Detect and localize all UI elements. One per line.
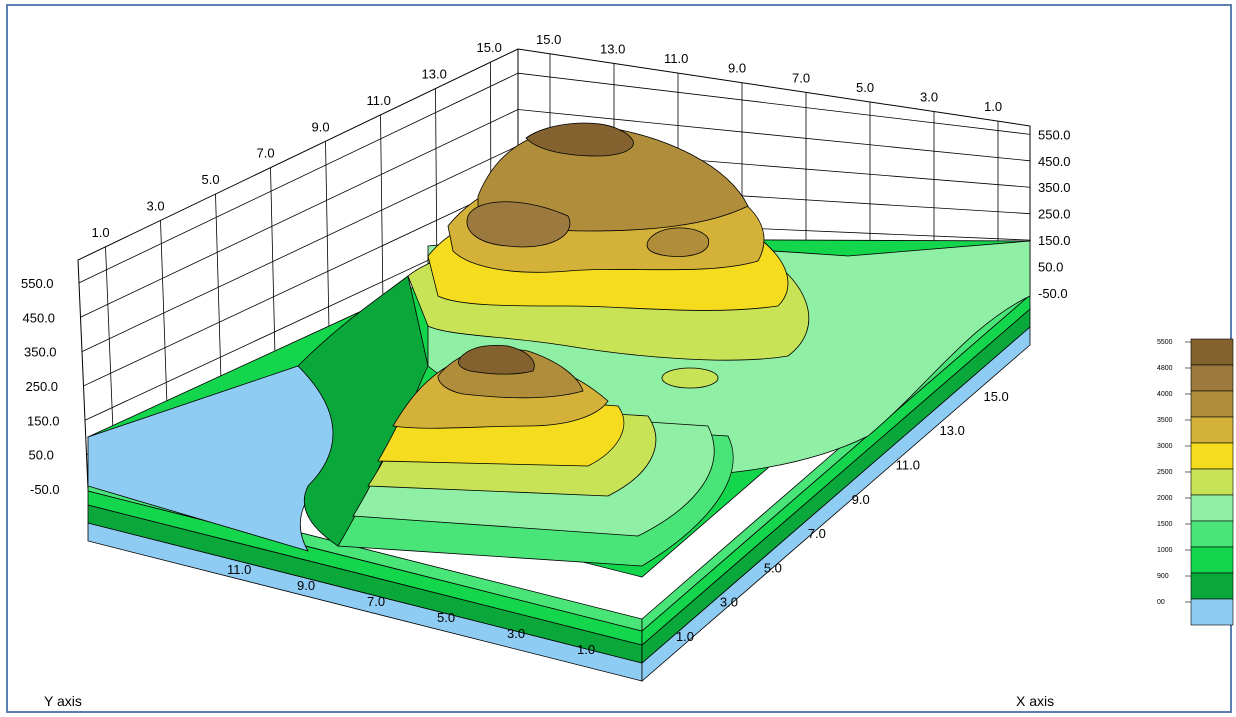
z-left-tick-label: 150.0 <box>27 413 60 428</box>
x-bottom-tick-label: 1.0 <box>676 629 694 644</box>
z-left-tick-label: 350.0 <box>24 345 57 360</box>
legend-tick-label: 3000 <box>1157 443 1173 450</box>
x-top-tick-label: 5.0 <box>856 80 874 95</box>
y-bottom-tick-label: 5.0 <box>437 610 455 625</box>
x-bottom-tick-label: 5.0 <box>764 560 782 575</box>
x-top-tick-label: 15.0 <box>536 32 561 47</box>
z-gridline <box>78 72 1031 284</box>
x-top-tick-label: 11.0 <box>664 51 688 66</box>
x-bottom-tick-label: 13.0 <box>940 423 965 438</box>
y-axis-label: Y axis <box>44 693 82 709</box>
color-legend: 5500 4800 4000 3500 3000 2500 2000 1500 1000 900 0… <box>1157 338 1234 626</box>
legend-tick-label: 900 <box>1157 573 1169 580</box>
legend-swatch <box>1190 442 1234 470</box>
x-bottom-tick-label: 9.0 <box>852 492 870 507</box>
z-right-tick-label: 550.0 <box>1038 127 1071 142</box>
summit-secondary <box>466 201 571 248</box>
z-right-tick-label: 50.0 <box>1038 260 1063 275</box>
x-top-tick-label: 9.0 <box>728 61 746 76</box>
legend-swatch <box>1190 390 1234 418</box>
z-left-tick-label: 250.0 <box>26 379 59 394</box>
x-bottom-tick-label: 3.0 <box>720 595 738 610</box>
x-top-tick-label: 13.0 <box>600 41 625 56</box>
legend-tick-label: 1000 <box>1157 547 1173 554</box>
z-left-tick-label: -50.0 <box>30 482 60 497</box>
y-bottom-tick-label: 9.0 <box>297 578 315 593</box>
front-peak-terrace <box>458 344 535 375</box>
legend-swatch <box>1190 468 1234 496</box>
z-left-tick-label: 450.0 <box>23 310 56 325</box>
legend-tick-label: 5500 <box>1157 339 1173 346</box>
legend-tick-label: 00 <box>1157 599 1165 606</box>
y-top-tick-label: 15.0 <box>477 40 502 55</box>
x-top-tick-label: 3.0 <box>920 90 938 105</box>
legend-tick-label: 4800 <box>1157 365 1173 372</box>
chart-frame: 1.0 3.0 5.0 7.0 9.0 11.0 13.0 15.0 1.0 3.0 5.0 7.0 9… <box>6 4 1234 713</box>
legend-tick-label: 1500 <box>1157 521 1173 528</box>
z-right-tick-label: 150.0 <box>1038 233 1071 248</box>
y-top-tick-label: 3.0 <box>147 198 165 213</box>
x-top-tick-label: 1.0 <box>984 99 1002 114</box>
knob-small <box>646 227 709 257</box>
legend-swatch <box>1190 572 1234 600</box>
legend-tick-label: 4000 <box>1157 391 1173 398</box>
z-right-tick-label: 350.0 <box>1038 180 1071 195</box>
surface-3d-chart: 1.0 3.0 5.0 7.0 9.0 11.0 13.0 15.0 1.0 3.0 5.0 7.0 9… <box>21 32 1234 709</box>
axes: 1.0 3.0 5.0 7.0 9.0 11.0 13.0 15.0 1.0 3.0 5.0 7.0 9… <box>21 32 1071 657</box>
terrain-surface <box>86 122 1032 578</box>
y-top-tick-label: 1.0 <box>92 225 110 240</box>
y-top-tick-label: 9.0 <box>312 119 330 134</box>
legend-swatch <box>1190 520 1234 548</box>
z-right-tick-label: 250.0 <box>1038 207 1071 222</box>
legend-swatch <box>1190 338 1234 366</box>
legend-swatch <box>1190 494 1234 522</box>
y-bottom-tick-label: 7.0 <box>367 594 385 609</box>
legend-tick-label: 3500 <box>1157 417 1173 424</box>
z-left-tick-label: 550.0 <box>21 276 54 291</box>
y-top-tick-label: 5.0 <box>202 172 220 187</box>
x-bottom-tick-label: 7.0 <box>808 526 826 541</box>
z-right-tick-label: -50.0 <box>1038 286 1068 301</box>
y-top-tick-label: 13.0 <box>422 67 447 82</box>
y-bottom-tick-label: 11.0 <box>227 562 251 577</box>
y-top-tick-label: 7.0 <box>257 146 275 161</box>
legend-swatch <box>1190 598 1234 626</box>
legend-swatch <box>1190 546 1234 574</box>
x-bottom-tick-label: 15.0 <box>983 389 1008 404</box>
x-axis-label: X axis <box>1016 693 1054 709</box>
plateau-ellipse <box>661 367 719 389</box>
z-left-tick-label: 50.0 <box>29 448 54 463</box>
y-bottom-tick-label: 1.0 <box>577 642 595 657</box>
legend-tick-label: 2000 <box>1157 495 1173 502</box>
legend-swatch <box>1190 416 1234 444</box>
x-bottom-tick-label: 11.0 <box>896 458 920 473</box>
legend-swatch <box>1190 364 1234 392</box>
y-bottom-tick-label: 3.0 <box>507 626 525 641</box>
summit-main <box>525 122 634 157</box>
x-top-tick-label: 7.0 <box>792 70 810 85</box>
y-top-tick-label: 11.0 <box>367 93 391 108</box>
legend-tick-label: 2500 <box>1157 469 1173 476</box>
z-right-tick-label: 450.0 <box>1038 154 1071 169</box>
z-gridline <box>80 109 1031 318</box>
